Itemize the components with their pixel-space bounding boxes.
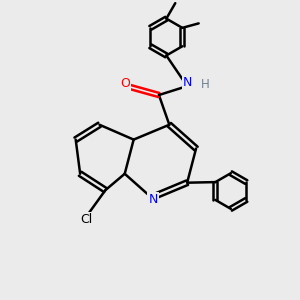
Text: N: N — [148, 193, 158, 206]
Text: O: O — [120, 77, 130, 90]
Text: N: N — [183, 76, 192, 89]
Text: H: H — [201, 78, 210, 91]
Text: Cl: Cl — [80, 213, 92, 226]
